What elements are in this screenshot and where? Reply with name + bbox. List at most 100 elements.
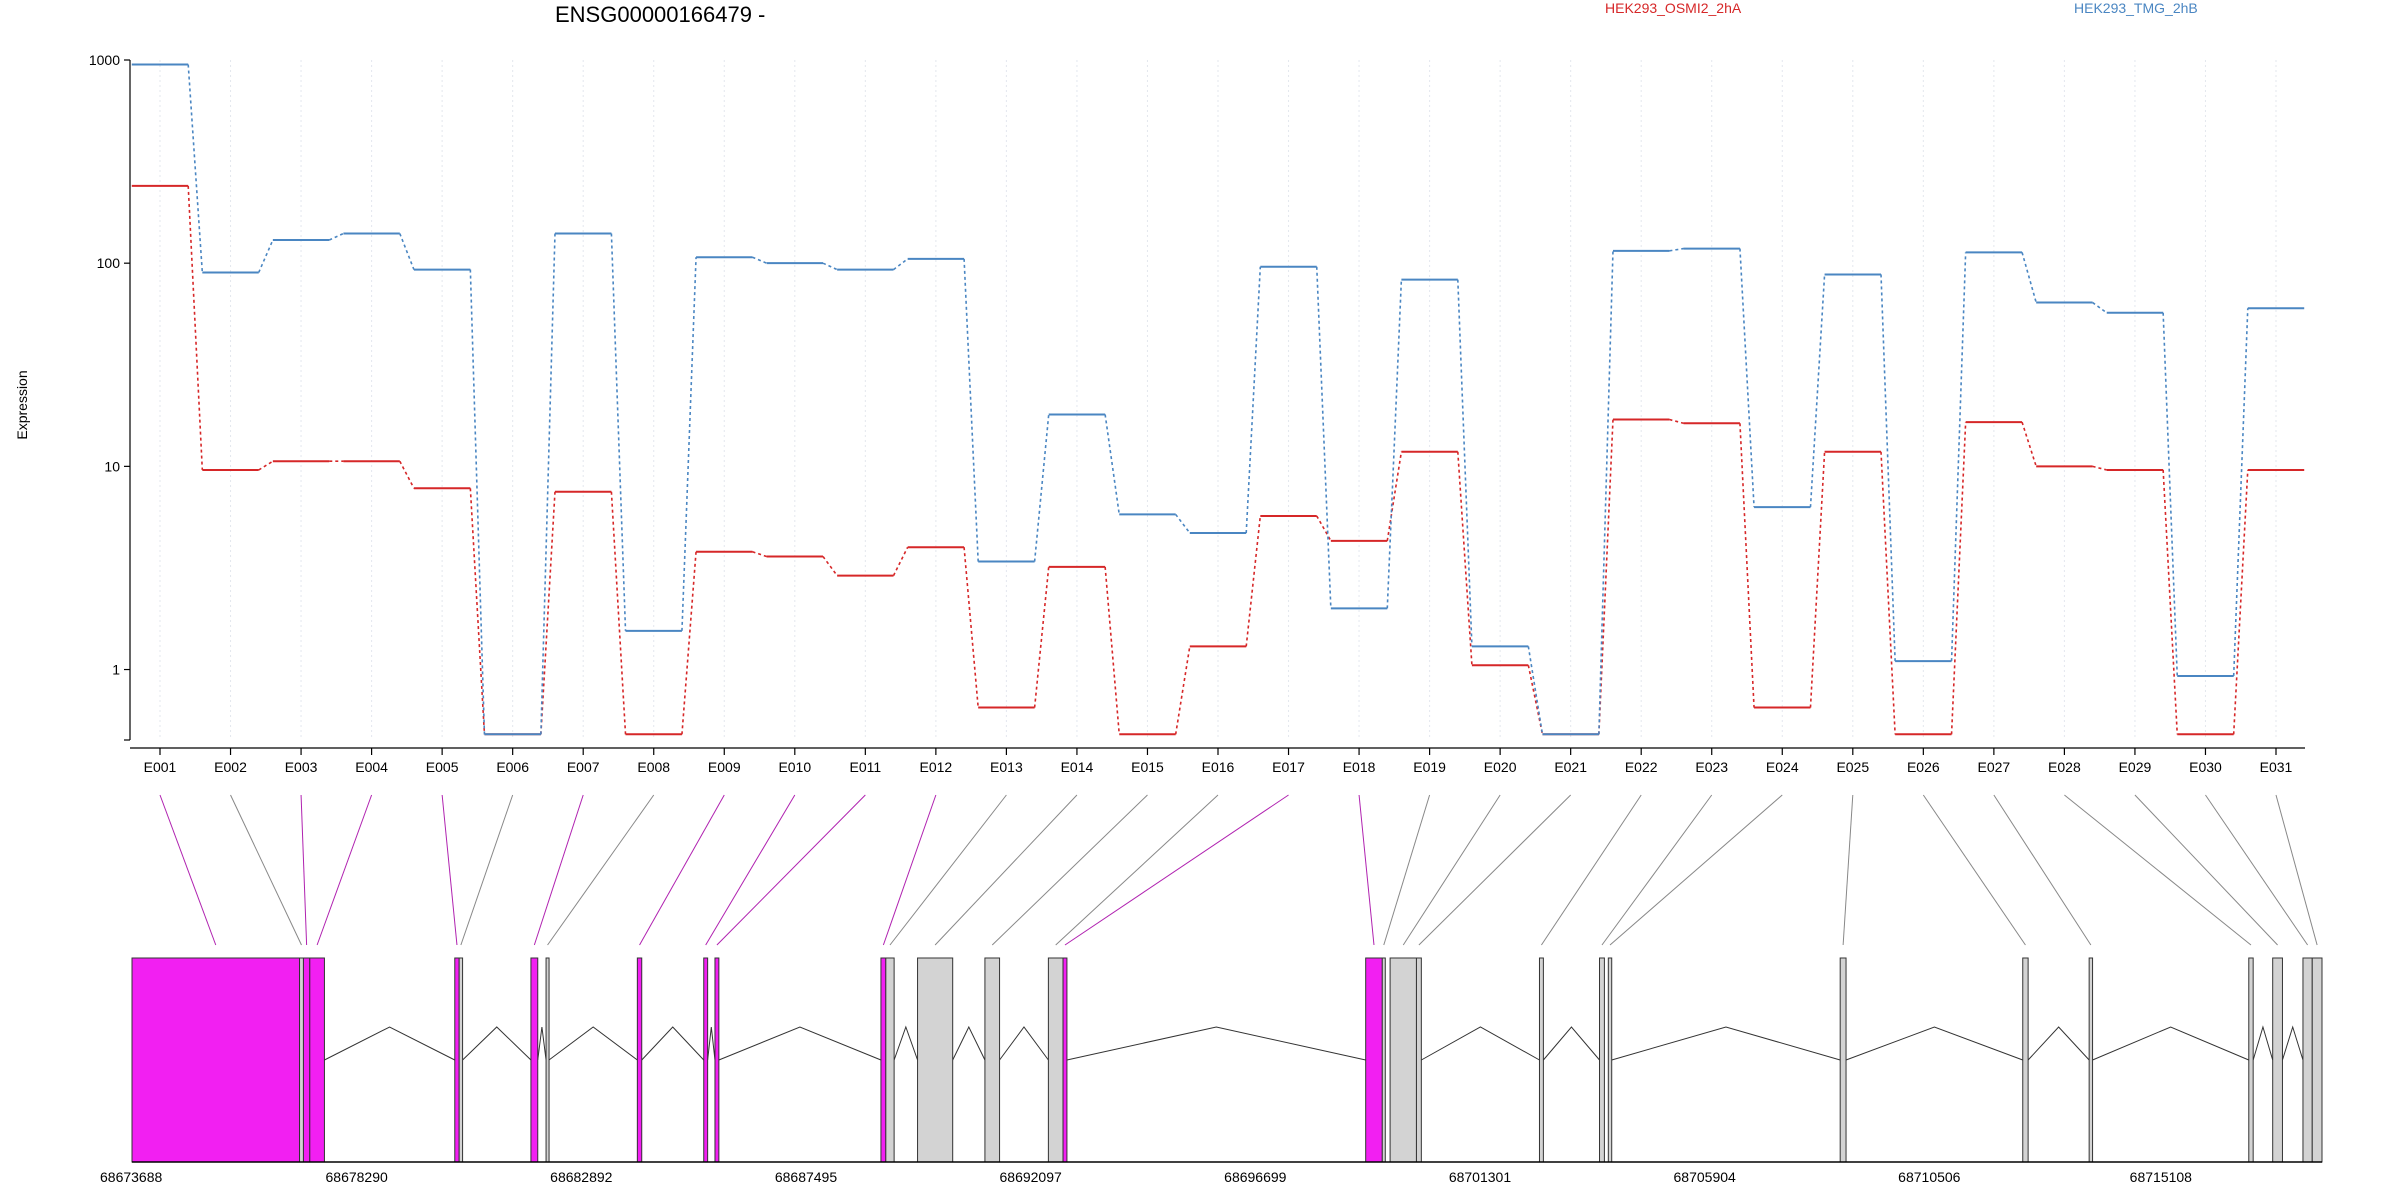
intron-9 (641, 1026, 705, 1061)
series-1-connector (328, 232, 344, 241)
exon-connector-e004 (316, 794, 373, 946)
exon-box-e003 (302, 957, 311, 1163)
x-tick-label: E002 (214, 759, 247, 775)
exon-box-e011 (714, 957, 720, 1163)
series-1-connector (1527, 646, 1544, 735)
exon-connector-e015 (991, 794, 1148, 946)
series-1-connector (1809, 274, 1826, 508)
exon-connector-e001 (159, 794, 217, 946)
intron-24 (1611, 1026, 1841, 1061)
series-1-connector (469, 269, 486, 735)
exon-box-e012 (880, 957, 887, 1163)
series-1-connector (2162, 312, 2179, 676)
exon-box-e001 (131, 957, 301, 1163)
exon-box-e014 (917, 957, 954, 1163)
intron-15 (999, 1026, 1049, 1061)
series-0-connector (822, 556, 838, 577)
series-0-connector (1316, 515, 1332, 542)
intron-17 (1066, 1026, 1366, 1061)
series-1-connector (1598, 250, 1614, 735)
series-1-connector (1739, 248, 1755, 508)
coordinate-tick-label: 68710506 (1898, 1169, 1961, 1185)
exon-box-e005 (454, 957, 460, 1163)
intron-6 (462, 1026, 532, 1061)
exon-connectors (159, 794, 2318, 946)
exon-box-e015 (984, 957, 1001, 1163)
exon-connector-e024 (1609, 794, 1783, 946)
x-tick-label: E008 (637, 759, 670, 775)
exon-connector-e016 (1055, 794, 1219, 946)
x-tick-label: E015 (1131, 759, 1164, 775)
legend-series-0: HEK293_OSMI2_2hA (1605, 0, 1742, 16)
coordinate-tick-label: 68682892 (550, 1169, 613, 1185)
series-1-connector (893, 258, 909, 271)
series-0-connector (540, 491, 556, 735)
coordinate-tick-label: 68673688 (100, 1169, 163, 1185)
x-tick-label: E001 (144, 759, 177, 775)
series-0-connector (1598, 419, 1614, 735)
exon-box-e025 (1839, 957, 1847, 1163)
x-tick-label: E026 (1907, 759, 1940, 775)
series-1-connector (1245, 266, 1262, 534)
series-0-connector (681, 551, 697, 735)
series-0-connector (1104, 566, 1121, 735)
series-0-connector (1386, 451, 1403, 541)
exon-box-e008 (545, 957, 550, 1163)
exon-connector-e023 (1601, 794, 1713, 946)
series-0-connector (2232, 469, 2249, 735)
x-tick-label: E022 (1625, 759, 1658, 775)
series-0-connector (187, 185, 204, 471)
x-tick-label: E029 (2119, 759, 2152, 775)
series-1-connector (1315, 266, 1332, 609)
exon-box-e031 (2311, 957, 2323, 1163)
exon-connector-e012 (882, 794, 937, 946)
intron-21 (1421, 1026, 1540, 1061)
x-tick-label: E028 (2048, 759, 2081, 775)
y-tick-label: 1 (112, 662, 120, 678)
series-0-connector (1950, 422, 1967, 735)
x-tick-label: E012 (920, 759, 953, 775)
x-tick-label: E030 (2189, 759, 2222, 775)
series-1-connector (681, 257, 697, 631)
y-tick-label: 10 (104, 458, 120, 474)
intron-8 (548, 1026, 638, 1061)
coordinate-tick-label: 68687495 (775, 1169, 838, 1185)
exon-connector-e009 (639, 794, 725, 946)
series-0-connector (1174, 646, 1191, 735)
series-1-connector (2092, 301, 2108, 314)
coordinate-tick-label: 68696699 (1224, 1169, 1287, 1185)
x-tick-label: E023 (1695, 759, 1728, 775)
series-0-connector (1245, 515, 1262, 647)
exon-connector-e010 (705, 794, 796, 946)
exon-box-e026 (2022, 957, 2029, 1163)
intron-28 (2252, 1025, 2274, 1061)
x-tick-label: E007 (567, 759, 600, 775)
x-tick-label: E014 (1061, 759, 1094, 775)
series-1-connector (1104, 414, 1121, 515)
exon-connector-e031 (2275, 794, 2318, 946)
intron-13 (893, 1025, 919, 1061)
y-tick-label: 100 (97, 255, 121, 271)
exon-connector-e028 (2064, 794, 2252, 946)
legend-series-1: HEK293_TMG_2hB (2074, 0, 2198, 16)
series-0-connector (399, 460, 415, 489)
y-tick-label: 1000 (89, 52, 120, 68)
series-1 (131, 63, 2305, 736)
series-0-connector (2021, 421, 2037, 467)
exon-box-e028 (2248, 957, 2254, 1163)
exon-connector-e017 (1064, 794, 1289, 946)
coordinate-tick-label: 68705904 (1674, 1169, 1737, 1185)
x-tick-label: E006 (496, 759, 529, 775)
exon-connector-e030 (2205, 794, 2309, 946)
exon-connector-e005 (441, 794, 458, 946)
exon-box-e016 (1047, 957, 1064, 1163)
exon-box-e019 (1381, 957, 1386, 1163)
gene-model (131, 957, 2323, 1163)
exon-connector-e021 (1418, 794, 1572, 946)
series-1-connector (540, 233, 556, 735)
exon-box-e013 (885, 957, 895, 1163)
series-0 (131, 184, 2305, 736)
series-1-connector (1669, 247, 1684, 252)
chart-title: ENSG00000166479 - (555, 2, 765, 27)
